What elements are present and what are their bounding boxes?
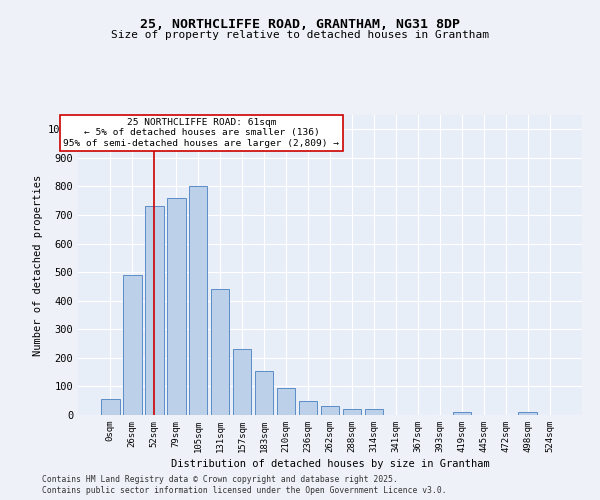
Bar (167, 198, 185, 415)
Bar (518, 412, 537, 415)
Bar (145, 206, 164, 415)
Bar (211, 290, 229, 415)
X-axis label: Distribution of detached houses by size in Grantham: Distribution of detached houses by size … (170, 459, 490, 469)
Text: 25 NORTHCLIFFE ROAD: 61sqm
← 5% of detached houses are smaller (136)
95% of semi: 25 NORTHCLIFFE ROAD: 61sqm ← 5% of detac… (64, 118, 340, 148)
Text: Size of property relative to detached houses in Grantham: Size of property relative to detached ho… (111, 30, 489, 40)
Text: 25, NORTHCLIFFE ROAD, GRANTHAM, NG31 8DP: 25, NORTHCLIFFE ROAD, GRANTHAM, NG31 8DP (140, 18, 460, 30)
Text: Contains HM Land Registry data © Crown copyright and database right 2025.: Contains HM Land Registry data © Crown c… (42, 475, 398, 484)
Bar (452, 412, 471, 415)
Bar (233, 350, 251, 415)
Bar (365, 410, 383, 415)
Bar (320, 406, 340, 415)
Bar (123, 275, 142, 415)
Text: Contains public sector information licensed under the Open Government Licence v3: Contains public sector information licen… (42, 486, 446, 495)
Bar (299, 400, 317, 415)
Bar (189, 186, 208, 415)
Bar (101, 400, 119, 415)
Bar (255, 370, 274, 415)
Y-axis label: Number of detached properties: Number of detached properties (32, 174, 43, 356)
Bar (277, 388, 295, 415)
Bar (343, 410, 361, 415)
